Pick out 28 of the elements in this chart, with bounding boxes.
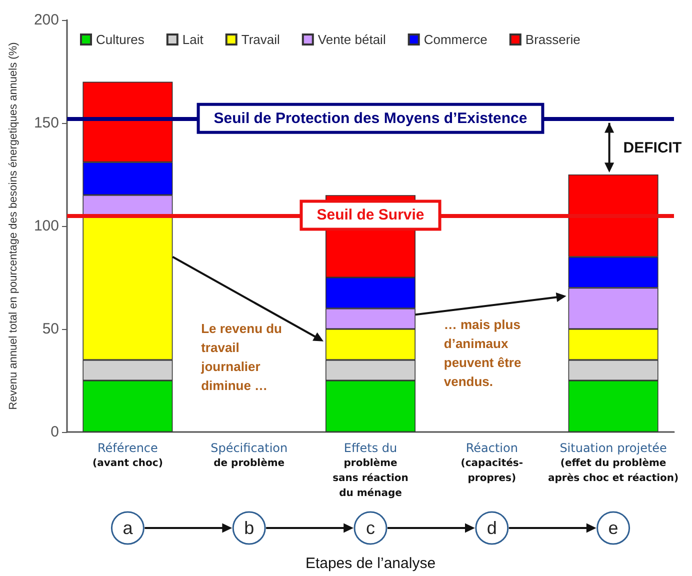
y-axis-title: Revenu annuel total en pourcentage des besoins énergetiques annuels (%) <box>8 42 20 410</box>
y-tick-label: 150 <box>34 114 59 132</box>
annotation: DEFICIT <box>623 140 682 157</box>
legend-label: Cultures <box>96 32 145 47</box>
legend-label: Travail <box>241 32 280 47</box>
legend-label: Commerce <box>424 32 488 47</box>
ref-line-label: Seuil de Survie <box>316 206 424 224</box>
y-tick-label: 200 <box>34 12 59 28</box>
ref-line-label: Seuil de Protection des Moyens d’Existence <box>214 110 528 127</box>
text: a <box>122 518 134 538</box>
legend-label: Brasserie <box>525 32 580 47</box>
y-tick-label: 50 <box>42 320 59 338</box>
legend-label: Vente bétail <box>318 32 386 47</box>
y-tick-label: 0 <box>50 424 59 440</box>
text: e <box>608 518 618 538</box>
y-tick-label: 100 <box>34 218 59 234</box>
annotation: … mais plus d’animaux peuvent être vendus. <box>444 316 522 391</box>
x-tick-label: Effets du problème sans réaction du ménage <box>332 441 408 499</box>
text: b <box>244 518 254 538</box>
x-tick-label: Situation projetée (effet du problème après choc et réaction) <box>548 441 679 484</box>
x-axis-title: Etapes de l’analyse <box>305 555 436 572</box>
x-tick-label: Référence (avant choc) <box>92 441 163 469</box>
x-tick-label: Réaction (capacités- propres) <box>460 441 523 484</box>
x-tick-label: Spécification de problème <box>210 441 288 469</box>
annotation: Le revenu du travail journalier diminue … <box>201 320 282 395</box>
text: d <box>486 518 497 538</box>
legend-label: Lait <box>182 32 204 47</box>
text: c <box>366 518 375 538</box>
